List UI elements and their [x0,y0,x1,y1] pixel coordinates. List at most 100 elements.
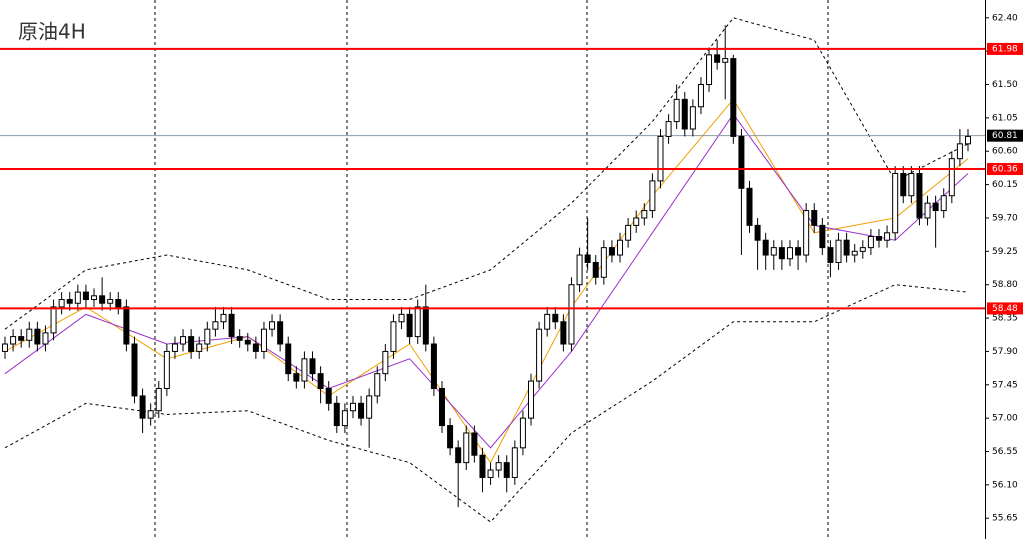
candle-body [892,172,899,234]
y-tick-label: 60.60 [992,147,1018,157]
candle-body [795,247,802,256]
candle-body [714,54,721,63]
candle-body [204,328,211,345]
candle-body [916,172,923,219]
candle-body [762,239,769,256]
candle-body [147,410,154,419]
candle-body [932,202,939,212]
candle-body [58,299,65,308]
chart-title: 原油4H [18,20,86,44]
candle-body [965,135,971,145]
candle-body [349,402,356,412]
candle-body [325,387,332,404]
candle-body [875,236,882,241]
candle-body [608,247,615,256]
level-label-box [987,42,1023,55]
candle-body [811,210,818,226]
candle-body [625,224,632,241]
candle-body [495,462,502,471]
y-tick-label: 57.45 [992,380,1018,390]
candle-body [91,295,98,301]
candle-body [948,158,955,197]
candle-body [163,350,170,389]
candle-body [778,247,785,260]
candle-body [333,402,340,427]
y-tick-label: 56.55 [992,447,1018,457]
candle-body [657,135,664,182]
candle-body [2,343,8,352]
candle-body [722,58,729,63]
candle-body [503,462,510,478]
level-label-box [987,302,1023,315]
candle-body [843,239,850,256]
candle-body [552,313,559,323]
candle-body [544,313,551,330]
indicator-line [4,284,969,523]
candle-body [196,343,203,352]
candle-body [382,350,389,375]
candle-body [10,336,17,345]
candle-body [309,358,316,375]
candle-body [819,224,826,249]
candle-body [438,387,445,427]
candle-body [398,313,405,323]
candle-body [293,373,300,382]
candle-body [107,299,114,304]
candle-body [269,321,276,330]
candle-body [673,98,680,123]
candle-body [681,98,688,130]
candle-body [301,358,308,382]
level-label: 61.98 [992,44,1018,54]
candle-body [924,202,931,219]
candle-body [576,254,583,286]
candle-body [641,210,648,219]
candle-body [18,336,25,341]
candle-body [188,336,195,352]
candle-body [940,195,947,212]
candle-body [66,299,73,304]
candle-body [851,250,858,256]
candle-body [358,402,365,419]
candle-body [414,306,421,338]
candle-body [803,210,810,256]
candle-body [900,172,907,197]
candle-body [123,306,130,345]
candle-body [730,58,737,137]
candle-body [139,395,146,419]
candle-body [180,336,187,345]
candle-body [406,313,413,338]
candle-body [754,224,761,241]
candle-body [908,172,915,197]
candle-body [390,321,397,352]
candle-body [252,343,259,352]
last-price-label: 60.81 [992,131,1018,141]
candle-body [835,239,842,263]
candle-body [99,295,106,304]
y-tick-label: 61.50 [992,80,1018,90]
y-tick-label: 56.10 [992,480,1018,490]
candle-body [74,291,81,304]
y-tick-label: 55.65 [992,514,1018,524]
candle-body [131,343,138,397]
y-tick-label: 57.90 [992,347,1018,357]
y-tick-label: 60.15 [992,180,1018,190]
candle-body [277,321,284,345]
level-label: 60.36 [992,165,1018,175]
candle-body [171,343,178,352]
candle-body [770,247,777,256]
level-label-box [987,163,1023,176]
candle-body [220,313,227,323]
candle-body [422,306,429,345]
candle-body [633,217,640,226]
level-label: 58.48 [992,304,1018,314]
candle-body [560,321,567,345]
candle-body [285,343,292,375]
y-tick-label: 61.05 [992,113,1018,123]
candle-body [260,328,267,352]
candle-body [115,299,122,308]
last-price-box [987,129,1023,142]
candle-body [366,395,373,419]
y-tick-label: 58.80 [992,280,1018,290]
candle-body [536,328,543,382]
